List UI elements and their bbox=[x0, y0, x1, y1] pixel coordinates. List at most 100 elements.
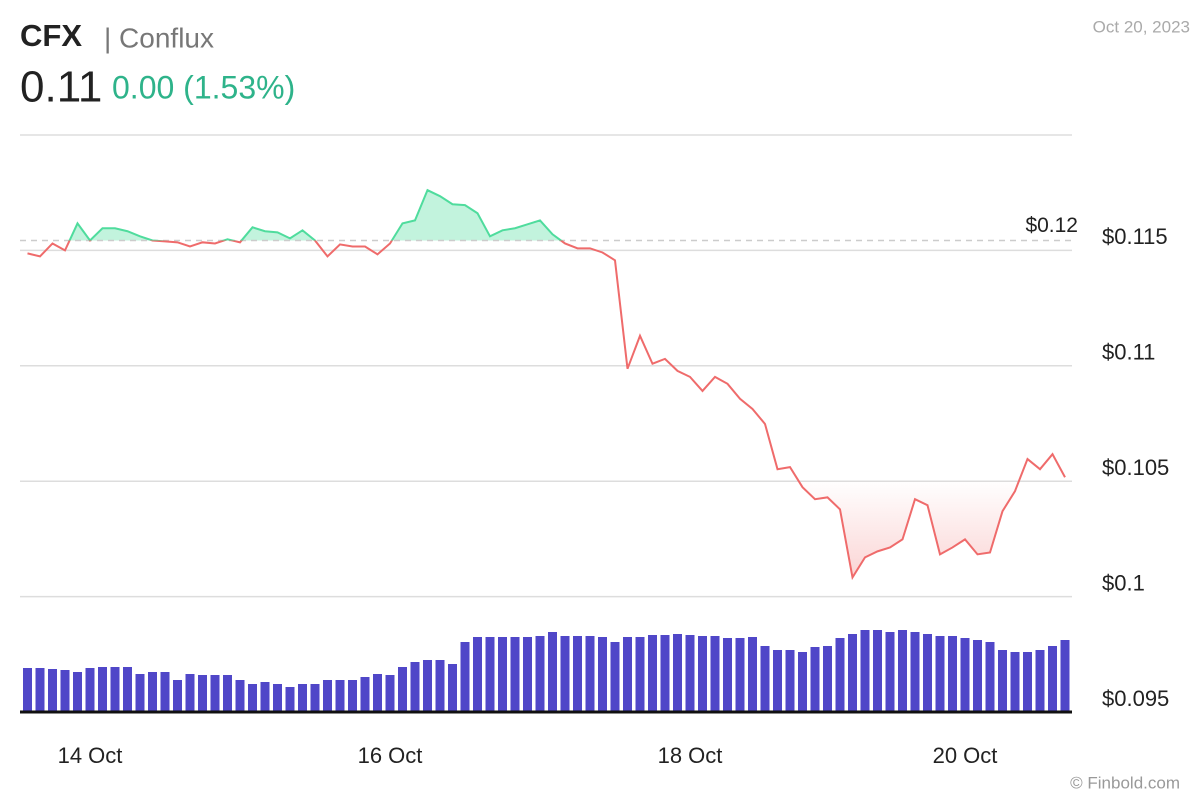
x-tick-label: 14 Oct bbox=[58, 743, 123, 768]
volume-bar bbox=[173, 680, 182, 712]
y-tick-label: $0.1 bbox=[1102, 570, 1145, 595]
x-tick-label: 16 Oct bbox=[358, 743, 423, 768]
volume-bar bbox=[810, 647, 820, 712]
price-line bbox=[27, 188, 1066, 581]
volume-bar bbox=[285, 687, 295, 712]
volume-bar bbox=[273, 684, 282, 712]
volume-bar bbox=[673, 634, 682, 712]
volume-bar bbox=[660, 635, 670, 712]
y-tick-label: $0.115 bbox=[1102, 224, 1168, 249]
volume-bar bbox=[973, 640, 982, 712]
volume-bar bbox=[185, 674, 195, 712]
volume-bar bbox=[1060, 640, 1070, 712]
volume-bar bbox=[535, 636, 545, 712]
volume-bar bbox=[648, 635, 657, 712]
y-tick-label: $0.11 bbox=[1102, 340, 1155, 365]
source: © Finbold.com bbox=[1070, 773, 1180, 792]
volume-bar bbox=[110, 667, 120, 712]
volume-bar bbox=[585, 636, 595, 712]
volume-bar bbox=[60, 670, 70, 712]
volume-bar bbox=[748, 637, 757, 712]
volume-bar bbox=[598, 637, 607, 712]
volume-bar bbox=[760, 646, 770, 712]
volume-bar bbox=[410, 662, 420, 712]
volume-bar bbox=[523, 637, 532, 712]
volume-bar bbox=[723, 638, 732, 712]
volume-bar bbox=[985, 642, 995, 712]
volume-bar bbox=[460, 642, 470, 712]
volume-bar bbox=[798, 652, 807, 712]
volume-bar bbox=[323, 680, 332, 712]
volume-bar bbox=[785, 650, 795, 712]
volume-bar bbox=[473, 637, 482, 712]
volume-bar bbox=[498, 637, 507, 712]
volume-bar bbox=[385, 675, 395, 712]
volume-bar bbox=[735, 638, 745, 712]
volume-bar bbox=[510, 637, 520, 712]
volume-bar bbox=[848, 634, 857, 712]
volume-bar bbox=[823, 646, 832, 712]
volume-bar bbox=[698, 636, 707, 712]
volume-bar bbox=[860, 630, 870, 712]
volume-bar bbox=[710, 636, 720, 712]
volume-bar bbox=[73, 672, 82, 712]
volume-bar bbox=[135, 674, 145, 712]
volume-bar bbox=[960, 638, 970, 712]
volume-bar bbox=[98, 667, 107, 712]
volume-bar bbox=[435, 660, 445, 712]
volume-bar bbox=[685, 635, 695, 712]
volume-bar bbox=[485, 637, 495, 712]
volume-bar bbox=[873, 630, 882, 712]
volume-bar bbox=[23, 668, 32, 712]
volume-bar bbox=[548, 632, 557, 712]
volume-bar bbox=[210, 675, 220, 712]
reference-label: $0.12 bbox=[1025, 214, 1078, 237]
volume-bar bbox=[160, 672, 170, 712]
y-tick-label: $0.105 bbox=[1102, 455, 1169, 480]
x-tick-label: 18 Oct bbox=[658, 743, 723, 768]
volume-bar bbox=[298, 684, 307, 712]
volume-bar bbox=[898, 630, 907, 712]
volume-bar bbox=[248, 684, 257, 712]
asset-name: | Conflux bbox=[104, 22, 214, 53]
volume-bar bbox=[335, 680, 345, 712]
volume-bar bbox=[35, 668, 45, 712]
volume-bar bbox=[835, 638, 845, 712]
volume-bar bbox=[223, 675, 232, 712]
price: 0.11 bbox=[20, 63, 102, 112]
volume-bar bbox=[1023, 652, 1032, 712]
gain-area bbox=[69, 190, 561, 241]
price-change: 0.00 (1.53%) bbox=[112, 69, 295, 105]
volume-bar bbox=[935, 636, 945, 712]
volume-bar bbox=[123, 667, 132, 712]
volume-bar bbox=[398, 667, 407, 712]
loss-area bbox=[27, 240, 1065, 578]
ticker: CFX bbox=[20, 18, 82, 53]
volume-bar bbox=[1035, 650, 1045, 712]
x-tick-label: 20 Oct bbox=[933, 743, 998, 768]
volume-bar bbox=[623, 637, 632, 712]
volume-bar bbox=[560, 636, 570, 712]
date: Oct 20, 2023 bbox=[1093, 17, 1190, 36]
volume-bar bbox=[885, 632, 895, 712]
volume-bar bbox=[85, 668, 95, 712]
volume-bar bbox=[348, 680, 357, 712]
volume-bar bbox=[635, 637, 645, 712]
volume-bar bbox=[48, 669, 57, 712]
volume-bar bbox=[1010, 652, 1020, 712]
volume-bar bbox=[448, 664, 457, 712]
volume-bar bbox=[260, 682, 270, 712]
volume-bar bbox=[235, 680, 245, 712]
volume-bar bbox=[773, 650, 782, 712]
volume-bar bbox=[373, 674, 382, 712]
volume-bar bbox=[998, 650, 1007, 712]
volume-bar bbox=[610, 642, 620, 712]
volume-bar bbox=[1048, 646, 1057, 712]
volume-bar bbox=[573, 636, 582, 712]
volume-bar bbox=[310, 684, 320, 712]
volume-bar bbox=[948, 636, 957, 712]
volume-bar bbox=[923, 634, 932, 712]
volume-bar bbox=[423, 660, 432, 712]
volume-bar bbox=[910, 632, 920, 712]
